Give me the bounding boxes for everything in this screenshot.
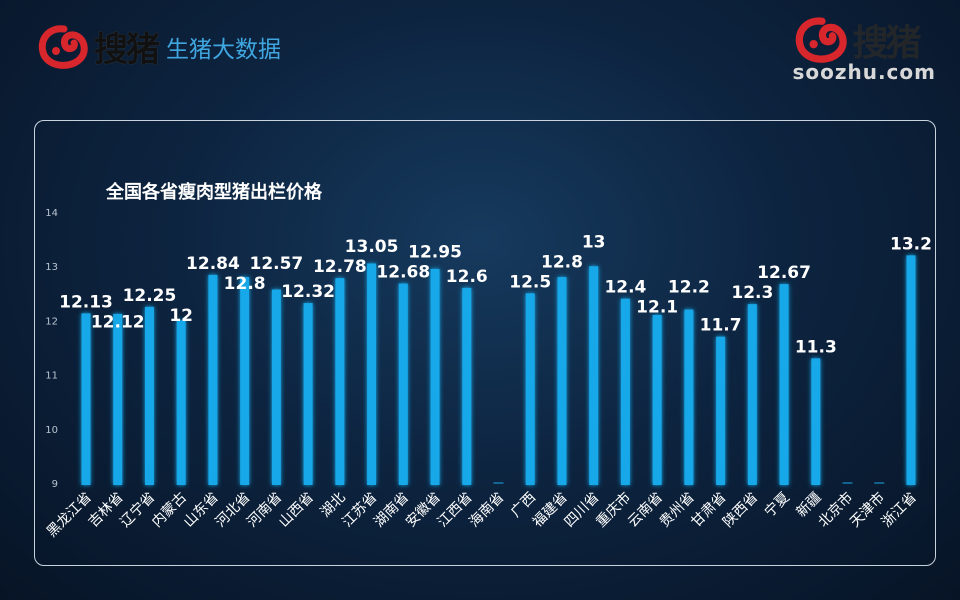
data-label: 12.5 [509,272,551,292]
x-tick-label: 福建省 [530,490,571,531]
x-tick-label: 重庆市 [593,489,635,531]
data-label: 12.2 [668,278,710,298]
x-tick-label: 贵州省 [657,490,698,531]
bar [303,303,313,485]
x-tick-label: 北京市 [815,489,857,531]
data-label: 12.67 [757,263,811,283]
bar [367,263,377,485]
bar [525,293,535,485]
x-tick-label: 黑龙江省 [44,490,95,541]
chart-panel [34,120,936,566]
x-tick-label: 内蒙古 [149,490,190,531]
bar [81,313,91,485]
bar [557,277,567,485]
bar [113,313,123,485]
x-tick-label: 四川省 [562,490,603,531]
data-label: 12.13 [59,292,113,312]
bar [240,277,250,485]
x-tick-label: 河北省 [212,490,253,531]
bar [747,304,757,485]
data-label: 12.32 [281,282,335,302]
data-label: 12.95 [408,243,462,263]
y-tick-label: 14 [45,208,58,219]
y-tick-label: 10 [45,425,58,436]
data-label: 12.25 [123,286,177,306]
x-tick-label: 江苏省 [339,490,380,531]
x-tick-label: 宁夏 [761,489,793,521]
logo-text: 搜猪 [94,30,160,70]
site-subtitle: 生猪大数据 [166,36,281,63]
x-tick-label: 山西省 [276,490,317,531]
bar [779,284,789,485]
x-tick-label: 海南省 [466,490,507,531]
data-label: 12.8 [224,274,266,294]
data-label: 12.8 [541,252,583,272]
x-tick-label: 辽宁省 [117,489,159,531]
bar [684,309,694,485]
bar [462,287,472,485]
bar [652,314,662,485]
watermark-swirl-icon [796,17,848,63]
data-label: 12.12 [91,312,145,332]
data-label: 12.4 [604,278,646,298]
data-label: 12.68 [376,263,430,283]
x-tick-label: 河南省 [244,490,285,531]
x-tick-label: 天津市 [846,489,888,531]
bar [430,268,440,485]
data-label: 12.78 [313,257,367,277]
bar [716,336,726,485]
x-tick-label: 安徽省 [403,490,444,531]
watermark-logo-text: 搜猪 [852,22,921,64]
y-tick-label: 11 [45,371,58,382]
data-label: 12 [169,306,193,326]
bar [208,274,218,485]
x-tick-label: 江西省 [435,490,476,531]
bar [271,289,281,485]
x-tick-label: 陕西省 [720,490,761,531]
x-tick-label: 甘肃省 [688,490,729,531]
data-label: 11.7 [700,316,742,336]
y-tick-label: 13 [45,262,58,273]
x-tick-label: 浙江省 [879,490,920,531]
data-label: 12.3 [731,283,773,303]
x-tick-label: 云南省 [625,490,666,531]
data-label: 12.1 [636,298,678,318]
bar [589,266,599,485]
logo-swirl-icon [38,24,88,69]
bar [620,298,630,485]
x-tick-label: 湖南省 [371,490,412,531]
bar-empty [493,482,504,484]
watermark: 搜猪 soozhu.com [792,14,936,84]
watermark-url: soozhu.com [792,60,936,84]
bar [176,320,186,485]
data-label: 13.2 [890,234,932,254]
data-label: 12.57 [249,254,303,274]
y-tick-label: 12 [45,316,58,327]
logo: 搜猪 生猪大数据 [36,22,281,71]
bar [906,255,916,485]
data-label: 12.84 [186,254,240,274]
bar-empty [842,482,853,484]
data-label: 13 [582,232,606,252]
data-label: 12.6 [446,267,488,287]
data-label: 13.05 [345,237,399,257]
x-tick-label: 吉林省 [86,490,127,531]
bar [811,358,821,485]
y-tick-label: 9 [52,479,58,490]
data-label: 11.3 [795,337,837,357]
bar [398,283,408,485]
bar [144,306,154,485]
bar-empty [874,482,885,484]
x-tick-label: 山东省 [181,490,222,531]
bar [335,278,345,485]
chart-title: 全国各省瘦肉型猪出栏价格 [106,182,322,203]
